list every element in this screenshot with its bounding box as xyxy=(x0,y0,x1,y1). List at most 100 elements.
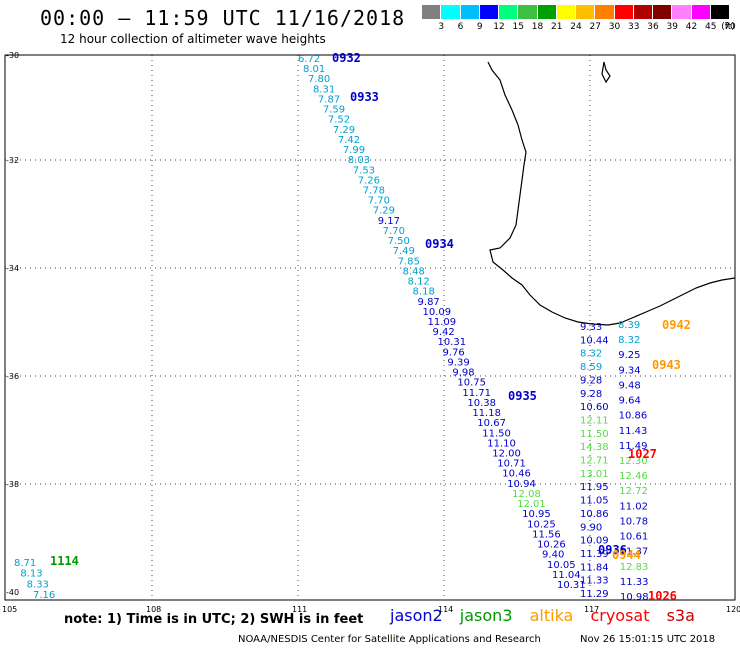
wave-height-value: 9.34 xyxy=(618,365,640,376)
legend-label: 12 xyxy=(493,22,505,32)
legend-swatch xyxy=(460,5,480,19)
wave-height-value: 12.11 xyxy=(580,415,609,426)
units-note: note: 1) Time is in UTC; 2) SWH is in fe… xyxy=(64,612,364,627)
lon-tick-label: 108 xyxy=(146,605,161,614)
legend-swatch xyxy=(556,5,576,19)
lat-tick-label: -34 xyxy=(6,264,19,273)
wave-height-value: 12.71 xyxy=(580,456,609,467)
legend-label: 39 xyxy=(666,22,678,32)
wave-height-value: 10.31 xyxy=(437,337,466,348)
pass-time-label: 0932 xyxy=(332,51,361,65)
wave-height-value: 10.31 xyxy=(557,580,586,591)
wave-height-value: 10.86 xyxy=(580,509,609,520)
legend-swatch xyxy=(653,5,673,19)
legend-label: 15 xyxy=(512,22,524,32)
legend-swatch xyxy=(691,5,711,19)
wave-height-value: 9.28 xyxy=(580,375,602,386)
wave-height-value: 10.38 xyxy=(467,398,496,409)
wave-height-value: 11.02 xyxy=(619,501,648,512)
legend-label: 30 xyxy=(608,22,621,32)
wave-height-value: 8.13 xyxy=(20,569,42,580)
legend-swatch xyxy=(710,5,730,19)
wave-height-value: 8.03 xyxy=(348,155,370,166)
wave-height-value: 10.05 xyxy=(547,560,576,571)
sat-jason3: jason3 xyxy=(459,606,513,625)
legend-swatch xyxy=(537,5,557,19)
wave-height-value: 7.70 xyxy=(368,196,390,207)
wave-height-value: 9.40 xyxy=(542,550,564,561)
lat-tick-label: -36 xyxy=(6,372,19,381)
wave-height-value: 7.87 xyxy=(318,94,340,105)
wave-height-value: 11.10 xyxy=(487,438,516,449)
color-scale-labels: 3 6 9 12 15 18 21 24 27 30 33 36 39 42 45 70 (ft) xyxy=(422,22,740,34)
legend-label: 6 xyxy=(457,22,464,32)
map-title: 00:00 — 11:59 UTC 11/16/2018 xyxy=(40,6,406,30)
pass-time-label: 0943 xyxy=(652,358,681,372)
wave-height-value: 9.90 xyxy=(580,522,602,533)
wave-height-value: 8.18 xyxy=(413,287,435,298)
wave-height-value: 10.86 xyxy=(619,411,648,422)
legend-label: 18 xyxy=(531,22,544,32)
wave-height-value: 10.26 xyxy=(537,540,566,551)
legend-label: 42 xyxy=(685,22,698,32)
wave-height-value: 8.48 xyxy=(403,266,425,277)
pass-time-label: 0936 xyxy=(598,543,627,557)
wave-height-value: 11.95 xyxy=(580,482,609,493)
wave-height-value: 7.29 xyxy=(373,206,395,217)
legend-swatch xyxy=(614,5,634,19)
wave-height-value: 9.17 xyxy=(378,216,400,227)
lon-tick-label: 114 xyxy=(438,605,453,614)
inlet-shape xyxy=(601,61,611,84)
legend-label: 3 xyxy=(438,22,445,32)
lon-tick-label: 117 xyxy=(584,605,599,614)
wave-height-value: 11.84 xyxy=(580,562,609,573)
satellite-legend: jason2 jason3 altika cryosat s3a xyxy=(390,606,707,625)
wave-height-value: 7.99 xyxy=(343,145,365,156)
wave-height-value: 9.76 xyxy=(442,347,464,358)
wave-height-value: 9.25 xyxy=(618,350,640,361)
wave-height-value: 9.39 xyxy=(447,357,469,368)
wave-height-value: 8.32 xyxy=(580,349,602,360)
legend-label: 45 xyxy=(705,22,717,32)
wave-height-value: 7.70 xyxy=(383,226,405,237)
wave-height-value: 9.48 xyxy=(618,380,640,391)
legend-label: 24 xyxy=(570,22,582,32)
wave-height-value: 9.98 xyxy=(452,368,474,379)
wave-height-value: 10.71 xyxy=(497,459,526,470)
wave-height-value: 10.60 xyxy=(580,402,609,413)
wave-height-value: 7.85 xyxy=(398,256,420,267)
wave-height-value: 7.42 xyxy=(338,135,360,146)
wave-height-value: 7.29 xyxy=(333,125,355,136)
wave-height-value: 11.49 xyxy=(619,441,648,452)
wave-height-value: 7.78 xyxy=(363,186,385,197)
legend-swatch xyxy=(595,5,615,19)
wave-height-value: 12.30 xyxy=(619,456,648,467)
wave-height-value: 12.83 xyxy=(620,562,649,573)
pass-time-label: 0934 xyxy=(425,237,454,251)
wave-height-value: 8.71 xyxy=(14,558,36,569)
wave-height-value: 14.38 xyxy=(580,442,609,453)
wave-height-value: 11.04 xyxy=(552,570,581,581)
legend-label: 33 xyxy=(628,22,640,32)
wave-height-value: 8.33 xyxy=(27,579,49,590)
wave-height-value: 11.33 xyxy=(580,576,609,587)
pass-time-label: 0944 xyxy=(612,548,641,562)
wave-height-value: 11.43 xyxy=(619,426,648,437)
sat-altika: altika xyxy=(529,606,574,625)
lat-tick-label: -38 xyxy=(6,480,19,489)
legend-swatch xyxy=(441,5,461,19)
lon-tick-label: 105 xyxy=(2,605,17,614)
wave-height-value: 10.25 xyxy=(527,519,556,530)
pass-time-label: 1027 xyxy=(628,447,657,461)
pass-time-label: 0935 xyxy=(508,389,537,403)
credit-line: NOAA/NESDIS Center for Satellite Applica… xyxy=(238,634,541,645)
lat-tick-label: -40 xyxy=(6,588,19,597)
wave-height-value: 10.67 xyxy=(477,418,506,429)
wave-height-value: 11.56 xyxy=(532,529,561,540)
legend-label: 27 xyxy=(589,22,601,32)
wave-height-value: 12.72 xyxy=(619,486,648,497)
wave-height-value: 7.52 xyxy=(328,115,350,126)
wave-height-value: 10.61 xyxy=(620,532,649,543)
lat-tick-label: -30 xyxy=(6,51,19,60)
wave-height-value: 10.46 xyxy=(502,469,531,480)
